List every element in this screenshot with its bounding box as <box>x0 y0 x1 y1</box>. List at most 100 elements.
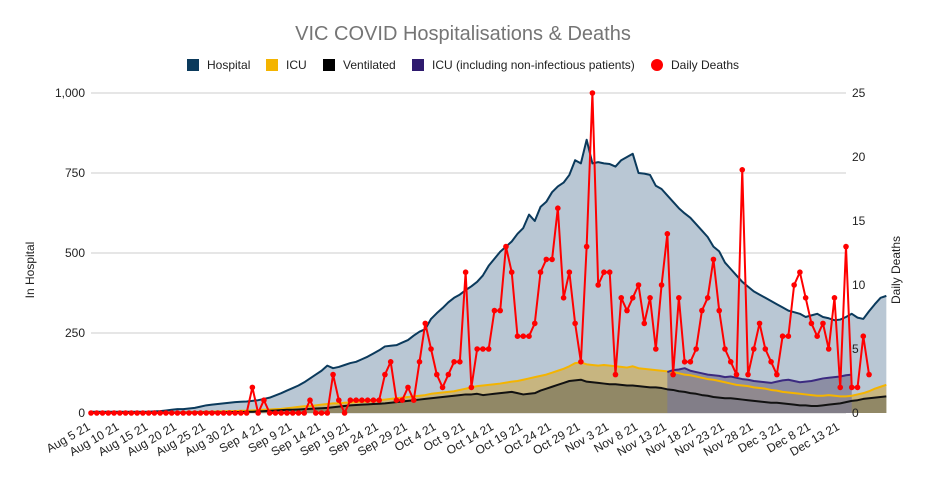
series-areas <box>91 139 887 413</box>
deaths-point <box>485 346 492 352</box>
deaths-point <box>307 397 313 404</box>
deaths-point <box>635 282 642 288</box>
deaths-point <box>468 384 475 391</box>
y2-tick-label: 10 <box>852 278 866 292</box>
legend-label-icu: ICU <box>286 58 307 72</box>
deaths-point <box>802 295 809 301</box>
legend-swatch-icu-incl <box>412 59 424 71</box>
deaths-point <box>618 295 625 301</box>
deaths-point <box>854 384 861 391</box>
deaths-point <box>272 410 279 416</box>
legend-swatch-icu <box>266 59 278 71</box>
y-axis-left-ticks: 0 250 500 750 1,000 <box>55 86 85 420</box>
deaths-point <box>566 269 573 276</box>
deaths-point <box>514 333 521 340</box>
deaths-point <box>676 295 682 301</box>
deaths-point <box>716 307 723 314</box>
deaths-point <box>324 410 331 416</box>
icu-incl-line <box>667 367 852 384</box>
deaths-point <box>560 295 567 301</box>
deaths-point <box>606 269 613 276</box>
deaths-point <box>555 205 561 211</box>
deaths-point <box>526 333 532 340</box>
chart-title: VIC COVID Hospitalisations & Deaths <box>295 23 631 45</box>
deaths-point <box>145 410 152 416</box>
deaths-point <box>860 333 867 340</box>
deaths-point <box>122 410 129 416</box>
deaths-point <box>134 410 140 416</box>
deaths-point <box>434 371 440 378</box>
deaths-point <box>191 410 198 416</box>
y2-tick-label: 0 <box>852 406 859 420</box>
legend-label-hospital: Hospital <box>207 58 250 72</box>
deaths-point <box>785 333 792 340</box>
deaths-point <box>779 333 786 340</box>
y-tick-label: 1,000 <box>55 86 85 100</box>
deaths-point <box>572 320 578 327</box>
deaths-point <box>670 371 676 378</box>
deaths-point <box>243 410 250 416</box>
legend-swatch-ventilated <box>323 59 335 71</box>
deaths-point <box>681 359 688 365</box>
deaths-point <box>462 269 469 276</box>
legend-label-ventilated: Ventilated <box>343 58 396 72</box>
deaths-point <box>405 384 411 391</box>
deaths-point <box>359 397 365 404</box>
deaths-point <box>168 410 175 416</box>
deaths-point <box>163 410 169 416</box>
hospital-area <box>91 139 887 413</box>
deaths-point <box>664 231 671 237</box>
deaths-point <box>445 371 452 378</box>
deaths-point <box>733 371 740 378</box>
deaths-point <box>508 269 515 276</box>
y-axis-right-title: Daily Deaths <box>889 236 903 304</box>
deaths-point <box>750 346 757 352</box>
deaths-point <box>261 397 267 404</box>
deaths-point <box>180 410 187 416</box>
deaths-point <box>520 333 527 340</box>
deaths-point <box>197 410 204 416</box>
deaths-point <box>866 371 872 378</box>
deaths-point <box>693 346 699 352</box>
deaths-point <box>214 410 221 416</box>
deaths-point <box>289 410 296 416</box>
deaths-point <box>653 346 659 352</box>
legend-label-deaths: Daily Deaths <box>671 58 739 72</box>
deaths-point <box>451 359 457 365</box>
deaths-point <box>831 295 838 301</box>
deaths-point <box>739 167 746 173</box>
deaths-point <box>583 243 590 250</box>
deaths-point <box>687 359 694 365</box>
deaths-point <box>318 410 325 416</box>
y-tick-label: 750 <box>65 166 85 180</box>
deaths-point <box>699 307 705 314</box>
deaths-point <box>848 384 855 391</box>
deaths-point <box>255 410 261 416</box>
y2-tick-label: 15 <box>852 214 866 228</box>
deaths-point <box>791 282 797 288</box>
deaths-point <box>497 307 504 314</box>
deaths-point <box>99 410 106 416</box>
legend-marker-deaths <box>651 59 663 71</box>
y-tick-label: 250 <box>65 326 85 340</box>
deaths-point <box>301 410 308 416</box>
deaths-point <box>370 397 377 404</box>
deaths-point <box>128 410 135 416</box>
deaths-point <box>353 397 359 404</box>
y-axis-left-title: In Hospital <box>23 242 37 299</box>
deaths-point <box>658 282 665 288</box>
deaths-point <box>382 371 388 378</box>
deaths-line <box>91 92 871 414</box>
deaths-point <box>203 410 210 416</box>
legend-swatch-hospital <box>187 59 199 71</box>
deaths-point <box>105 410 112 416</box>
deaths-point <box>399 397 406 404</box>
deaths-point <box>768 359 774 365</box>
deaths-point <box>428 346 434 352</box>
deaths-point <box>387 359 394 365</box>
deaths-point <box>601 269 607 276</box>
deaths-point <box>111 410 117 416</box>
deaths-point <box>543 256 550 263</box>
